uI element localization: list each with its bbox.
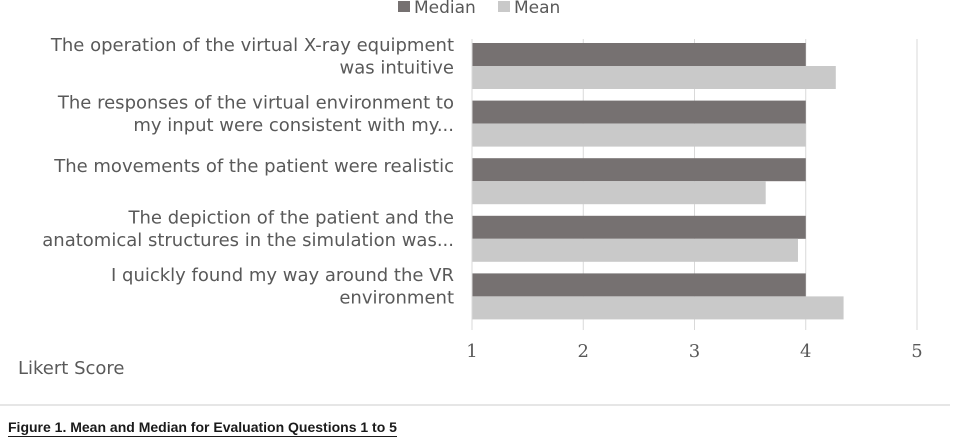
mean-bar <box>472 181 766 205</box>
caption-divider <box>0 404 950 406</box>
x-tick-label: 3 <box>689 341 700 362</box>
legend-mean-swatch <box>498 1 510 12</box>
x-tick-label: 2 <box>578 341 589 362</box>
legend-median-label: Median <box>414 0 476 18</box>
category-label: environment <box>339 288 454 309</box>
legend-median-swatch <box>398 1 410 12</box>
median-bar <box>472 100 806 124</box>
category-label: my input were consistent with my... <box>133 115 454 136</box>
bar-chart: The operation of the virtual X-ray equip… <box>18 0 923 379</box>
category-label: was intuitive <box>339 57 454 78</box>
mean-bar <box>472 66 836 89</box>
x-tick-label: 4 <box>800 341 811 362</box>
median-bar <box>472 273 806 297</box>
x-axis-title: Likert Score <box>18 358 124 379</box>
figure-caption: Figure 1. Mean and Median for Evaluation… <box>8 419 397 437</box>
category-label: anatomical structures in the simulation … <box>42 230 454 251</box>
mean-bar <box>472 123 806 147</box>
mean-bar <box>472 238 798 262</box>
x-tick-label: 5 <box>911 341 922 362</box>
mean-bar <box>472 296 844 320</box>
median-bar <box>472 158 806 182</box>
category-label: The responses of the virtual environment… <box>57 92 454 113</box>
median-bar <box>472 43 806 66</box>
legend-mean-label: Mean <box>514 0 560 18</box>
category-label: The depiction of the patient and the <box>128 208 454 229</box>
x-tick-label: 1 <box>466 341 477 362</box>
median-bar <box>472 215 806 239</box>
category-label: The operation of the virtual X-ray equip… <box>50 35 454 56</box>
category-label: The movements of the patient were realis… <box>53 156 454 177</box>
category-label: I quickly found my way around the VR <box>111 265 454 286</box>
